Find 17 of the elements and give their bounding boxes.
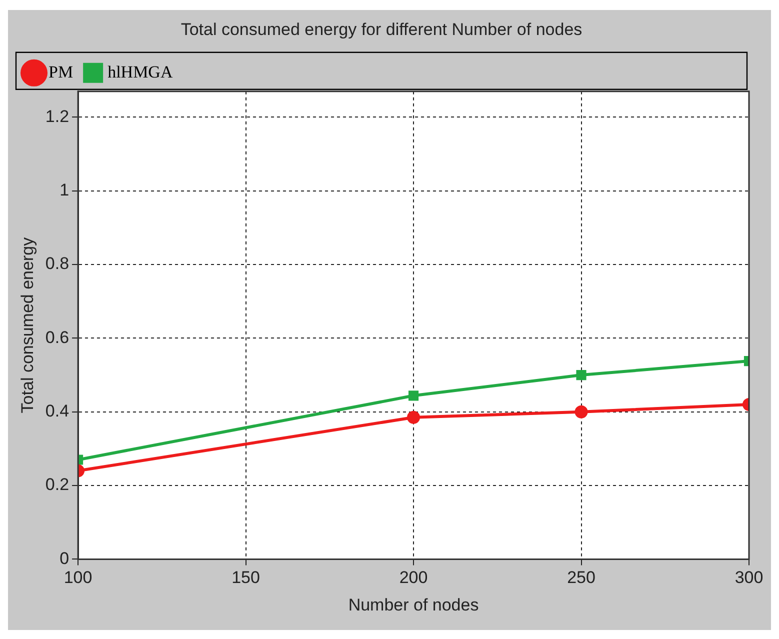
y-tick-label: 0.6 — [45, 328, 70, 347]
y-tick-label: 0 — [60, 548, 70, 568]
x-tick-label: 300 — [734, 568, 764, 588]
y-tick-label: 0.8 — [45, 254, 70, 274]
x-tick-label: 200 — [399, 568, 428, 588]
y-tick-label: 1.2 — [45, 106, 70, 126]
y-tick-label: 1 — [60, 180, 70, 200]
y-axis-title: Total consumed energy — [18, 236, 37, 414]
x-tick-label: 250 — [567, 568, 596, 588]
x-tick-label: 100 — [64, 568, 92, 588]
x-axis-title: Number of nodes — [348, 595, 479, 614]
y-tick-label: 0.4 — [45, 402, 70, 421]
legend-label: hlHMGA — [108, 62, 174, 82]
x-tick-label: 150 — [232, 568, 260, 588]
legend-label: PM — [48, 62, 74, 82]
chart-title: Total consumed energy for different Number of nodes — [180, 20, 582, 39]
y-tick-label: 0.2 — [45, 475, 70, 494]
